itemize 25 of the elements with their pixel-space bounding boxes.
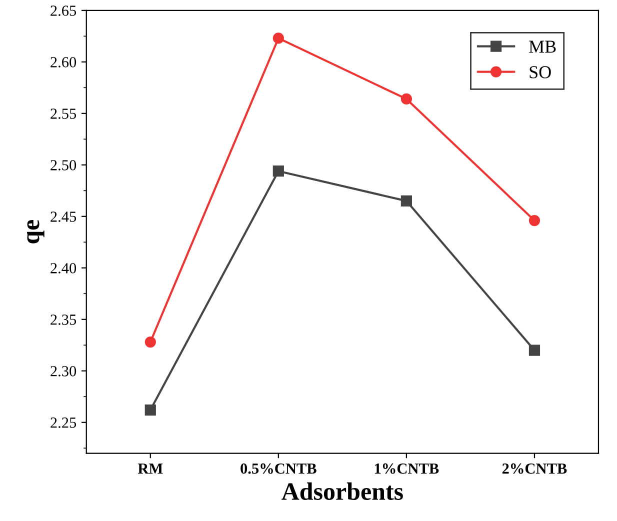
legend-label: SO (530, 66, 551, 78)
y-tick-label: 2.55 (50, 108, 76, 119)
point (400, 93, 412, 105)
y-tick-label: 2.60 (50, 57, 76, 68)
point (528, 214, 540, 226)
y-tick-label: 2.50 (50, 160, 76, 170)
point (272, 32, 284, 44)
point (144, 404, 156, 416)
point (144, 336, 156, 348)
y-tick-label: 2.45 (50, 212, 76, 222)
x-tick-label: 0.5%CNTB (240, 463, 316, 474)
x-tick-label: 2%CNTB (502, 463, 567, 474)
point (272, 166, 284, 177)
y-axis-title: qe (27, 220, 44, 244)
y-tick-label: 2.30 (50, 366, 76, 376)
y-tick-label: 2.65 (50, 6, 76, 16)
x-tick-label: RM (138, 464, 163, 474)
y-tick-label: 2.25 (50, 418, 76, 428)
x-tick-label: 1%CNTB (374, 463, 439, 474)
point (528, 344, 540, 356)
y-tick-label: 2.35 (50, 314, 76, 325)
legend-label: MB (529, 40, 556, 53)
point (400, 195, 412, 207)
y-tick-label: 2.40 (50, 263, 76, 274)
x-axis-title: Adsorbents (282, 482, 403, 500)
